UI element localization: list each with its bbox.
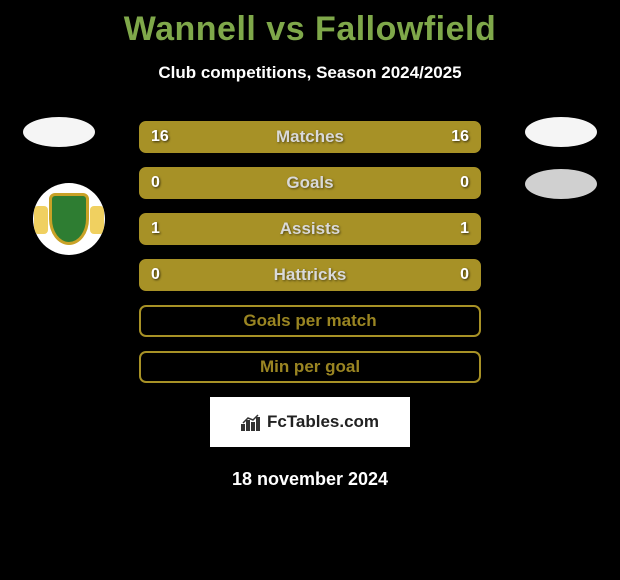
player-left-avatar	[23, 117, 95, 147]
bar-value-left: 0	[151, 266, 160, 284]
branding-text: FcTables.com	[267, 412, 379, 432]
bar-label: Goals	[286, 173, 333, 193]
page-title: Wannell vs Fallowfield	[0, 0, 620, 49]
bar-value-left: 1	[151, 220, 160, 238]
fctables-logo-icon	[241, 413, 261, 431]
bar-value-left: 0	[151, 174, 160, 192]
stats-bars: 16 Matches 16 0 Goals 0 1 Assists 1 0 Ha…	[139, 121, 481, 383]
bar-assists: 1 Assists 1	[139, 213, 481, 245]
club-right-badge	[525, 169, 597, 199]
content-area: 16 Matches 16 0 Goals 0 1 Assists 1 0 Ha…	[0, 121, 620, 490]
bar-goals: 0 Goals 0	[139, 167, 481, 199]
bar-min-per-goal: Min per goal	[139, 351, 481, 383]
subtitle: Club competitions, Season 2024/2025	[0, 63, 620, 83]
branding-box: FcTables.com	[210, 397, 410, 447]
bar-value-right: 16	[451, 128, 469, 146]
bar-hattricks: 0 Hattricks 0	[139, 259, 481, 291]
bar-value-right: 1	[460, 220, 469, 238]
bar-label: Hattricks	[274, 265, 347, 285]
bar-matches: 16 Matches 16	[139, 121, 481, 153]
bar-value-right: 0	[460, 174, 469, 192]
footer-date: 18 november 2024	[0, 469, 620, 490]
bar-label: Goals per match	[243, 311, 376, 331]
club-left-crest	[33, 183, 105, 255]
player-right-avatar	[525, 117, 597, 147]
bar-value-left: 16	[151, 128, 169, 146]
bar-value-right: 0	[460, 266, 469, 284]
bar-label: Min per goal	[260, 357, 360, 377]
bar-goals-per-match: Goals per match	[139, 305, 481, 337]
bar-label: Assists	[280, 219, 340, 239]
bar-label: Matches	[276, 127, 344, 147]
crest-shield-icon	[49, 193, 89, 245]
